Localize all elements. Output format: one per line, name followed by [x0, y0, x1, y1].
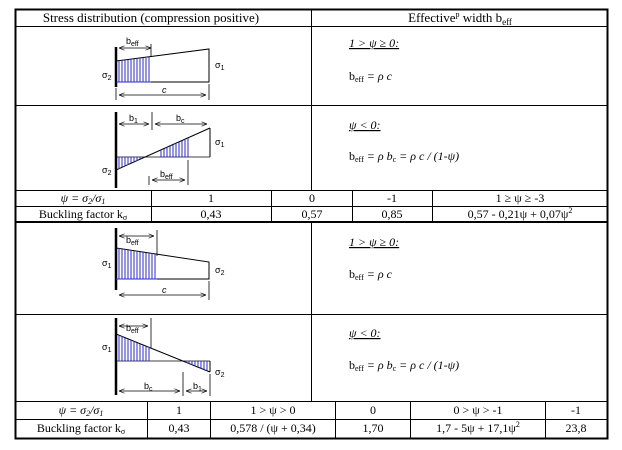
label-sigma-1: σ1 — [102, 258, 112, 270]
effective-zone-hatch — [116, 57, 151, 83]
k-value: 23,8 — [566, 421, 587, 435]
k-value: 0,43 — [201, 207, 222, 221]
label-sigma-1: σ1 — [102, 342, 112, 354]
k-value: 1,70 — [363, 421, 384, 435]
figure-1-uniform-compression: beff c σ2 σ1 — [102, 36, 225, 100]
label-b-eff: beff — [126, 235, 139, 247]
section-1-formulas: 1 > ψ ≥ 0: beff = ρ c ψ < 0: beff = ρ bc… — [349, 36, 459, 164]
formula-2: beff = ρ bc = ρ c / (1-ψ) — [349, 358, 459, 373]
formula-1: beff = ρ c — [349, 267, 393, 282]
psi-label: ψ = σ2/σ1 — [61, 191, 106, 206]
condition-1: 1 > ψ ≥ 0: — [349, 235, 399, 249]
k-value: 0,85 — [382, 207, 403, 221]
psi-value: 0 — [370, 403, 376, 417]
label-sigma-1: σ1 — [215, 60, 225, 72]
header-effective-width: Effectivep width beff — [408, 10, 512, 27]
label-sigma-2: σ2 — [215, 265, 225, 277]
k-value: 0,43 — [169, 421, 190, 435]
psi-value: 1 ≥ ψ ≥ -3 — [496, 191, 545, 205]
figure-2-stress-reversal: b1 bc beff σ2 σ1 — [102, 112, 225, 188]
k-label: Buckling factor kσ — [39, 207, 128, 222]
psi-value: -1 — [571, 403, 581, 417]
label-sigma-2: σ2 — [215, 367, 225, 379]
label-sigma-1: σ1 — [215, 137, 225, 149]
label-b-c: bc — [144, 381, 153, 393]
effective-zone-hatch — [118, 335, 150, 361]
k-label: Buckling factor kσ — [37, 421, 126, 436]
k-formula: 0,57 - 0,21ψ + 0,07ψ2 — [468, 206, 573, 221]
psi-value: 1 > ψ > 0 — [250, 403, 295, 417]
psi-value: 1 — [208, 191, 214, 205]
label-c: c — [162, 285, 167, 295]
label-sigma-2: σ2 — [102, 165, 112, 177]
condition-1: 1 > ψ ≥ 0: — [349, 36, 399, 50]
condition-2: ψ < 0: — [349, 118, 381, 132]
psi-label: ψ = σ2/σ1 — [59, 403, 104, 418]
tension-zone-hatch — [118, 157, 141, 169]
tension-zone-hatch — [185, 361, 208, 371]
label-b-t: b1 — [193, 381, 202, 393]
label-sigma-2: σ2 — [102, 70, 112, 82]
psi-value: -1 — [387, 191, 397, 205]
condition-2: ψ < 0: — [349, 326, 381, 340]
label-c: c — [162, 85, 167, 95]
figure-4-stress-reversal: beff bc b1 σ1 σ2 — [102, 318, 225, 396]
label-b-eff: beff — [126, 323, 139, 335]
psi-value: 1 — [176, 403, 182, 417]
label-b-c: bc — [176, 113, 185, 125]
section-1-factor-rows: ψ = σ2/σ1 1 0 -1 1 ≥ ψ ≥ -3 Buckling fac… — [39, 191, 573, 222]
label-b-eff: beff — [126, 36, 139, 48]
formula-2: beff = ρ bc = ρ c / (1-ψ) — [349, 149, 459, 164]
k-value: 0,57 — [302, 207, 323, 221]
psi-value: 0 — [309, 191, 315, 205]
header-stress-distribution: Stress distribution (compression positiv… — [43, 10, 259, 25]
section-2-factor-rows: ψ = σ2/σ1 1 1 > ψ > 0 0 0 > ψ > -1 -1 Bu… — [37, 403, 587, 436]
effective-zone-hatch — [116, 248, 157, 280]
psi-value: 0 > ψ > -1 — [453, 403, 502, 417]
effective-zone-hatch — [160, 138, 189, 157]
section-2-formulas: 1 > ψ ≥ 0: beff = ρ c ψ < 0: beff = ρ bc… — [349, 235, 459, 373]
table-grid — [14, 8, 609, 440]
formula-1: beff = ρ c — [349, 69, 393, 84]
label-b-eff: beff — [160, 169, 173, 181]
label-b-t: b1 — [129, 113, 138, 125]
figure-3-uniform-compression: beff c σ1 σ2 — [102, 228, 225, 300]
k-formula: 1,7 - 5ψ + 17,1ψ2 — [436, 420, 520, 435]
k-value: 0,578 / (ψ + 0,34) — [230, 421, 316, 435]
